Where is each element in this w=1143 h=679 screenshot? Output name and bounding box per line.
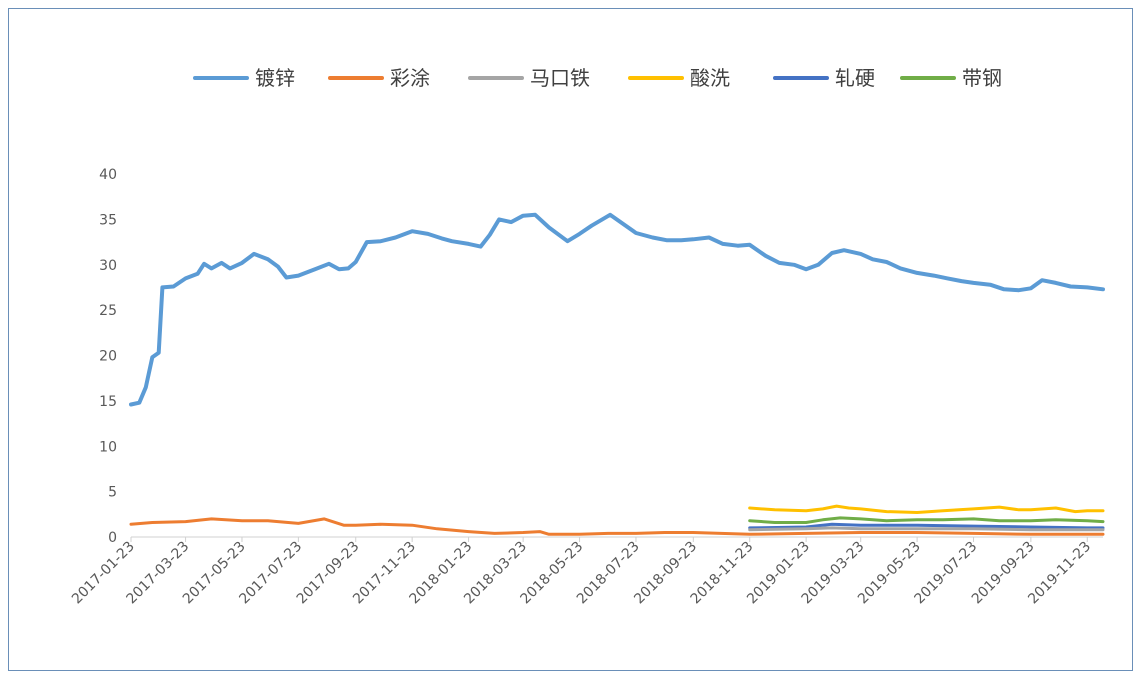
chart-frame xyxy=(8,8,1133,671)
y-tick-label: 25 xyxy=(99,303,117,319)
legend: 镀锌 彩涂 马口铁 酸洗 轧硬 带钢 xyxy=(193,66,1002,90)
legend-label: 马口铁 xyxy=(530,66,590,90)
series-line xyxy=(748,522,1105,530)
y-tick-label: 35 xyxy=(99,212,117,228)
series-layer xyxy=(129,212,1105,536)
series-line xyxy=(748,526,1105,532)
y-tick-label: 30 xyxy=(99,258,117,274)
legend-label: 酸洗 xyxy=(690,66,730,90)
series-line xyxy=(748,504,1105,514)
series-line xyxy=(748,516,1105,524)
legend-label: 彩涂 xyxy=(390,66,430,90)
y-tick-label: 20 xyxy=(99,349,117,365)
y-tick-label: 10 xyxy=(99,439,117,455)
legend-label: 轧硬 xyxy=(835,66,875,90)
y-tick-label: 5 xyxy=(108,485,117,501)
y-tick-label: 40 xyxy=(99,167,117,183)
legend-label: 镀锌 xyxy=(255,66,295,90)
y-axis-ticks: 0 5 10 15 20 25 30 35 40 xyxy=(99,167,117,546)
series-line xyxy=(129,212,1105,407)
legend-label: 带钢 xyxy=(962,66,1002,90)
y-tick-label: 0 xyxy=(108,530,117,546)
x-axis: 2017-01-232017-03-232017-05-232017-07-23… xyxy=(69,536,1103,607)
y-tick-label: 15 xyxy=(99,394,117,410)
series-line xyxy=(129,517,1105,536)
